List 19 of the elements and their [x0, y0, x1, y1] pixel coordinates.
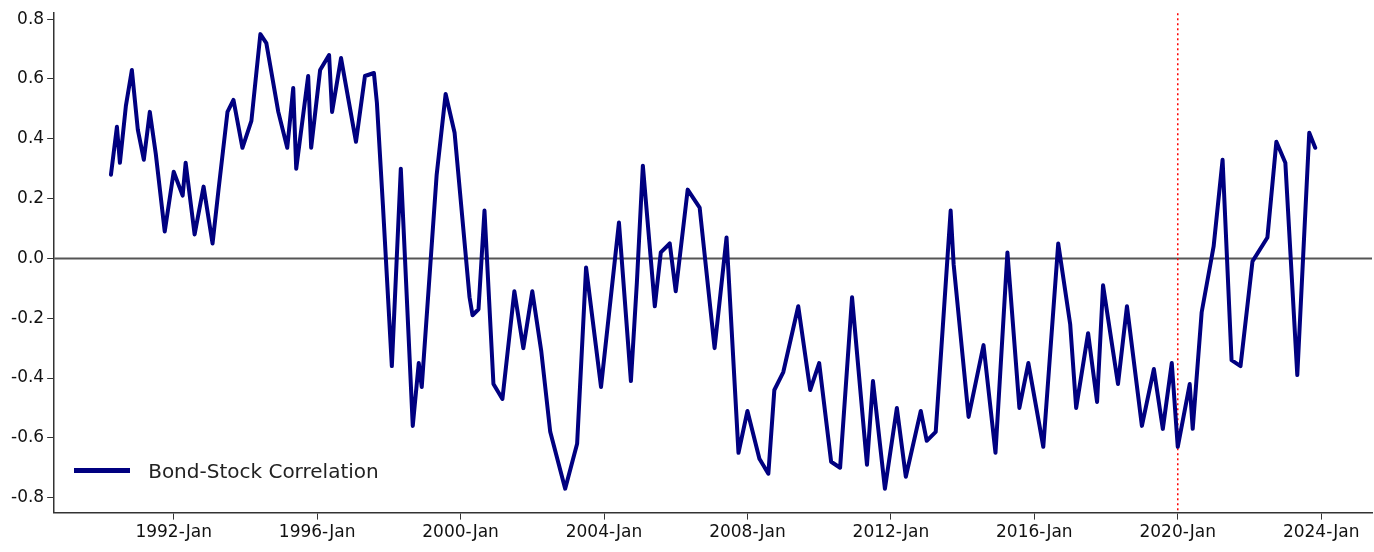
y-tick-label: -0.8	[11, 486, 45, 507]
y-tick-label: 0.4	[17, 127, 45, 148]
y-tick-label: -0.4	[11, 366, 45, 387]
x-tick-label: 1996-Jan	[278, 521, 356, 542]
y-tick-label: 0.8	[17, 7, 45, 28]
x-tick-label: 2024-Jan	[1282, 521, 1360, 542]
y-tick-label: -0.6	[11, 426, 45, 447]
y-tick-label: 0.2	[17, 187, 45, 208]
x-tick-label: 2012-Jan	[852, 521, 930, 542]
x-tick-label: 1992-Jan	[135, 521, 212, 542]
y-tick-label: -0.2	[11, 306, 45, 327]
y-tick-label: 0.6	[17, 67, 45, 88]
y-tick-label: 0.0	[17, 246, 45, 267]
x-tick-label: 2020-Jan	[1139, 521, 1217, 542]
x-tick-label: 2016-Jan	[996, 521, 1073, 542]
legend-label: Bond-Stock Correlation	[148, 458, 379, 483]
x-tick-label: 2000-Jan	[422, 521, 499, 542]
x-tick-label: 2008-Jan	[709, 521, 786, 542]
x-tick-label: 2004-Jan	[565, 521, 643, 542]
